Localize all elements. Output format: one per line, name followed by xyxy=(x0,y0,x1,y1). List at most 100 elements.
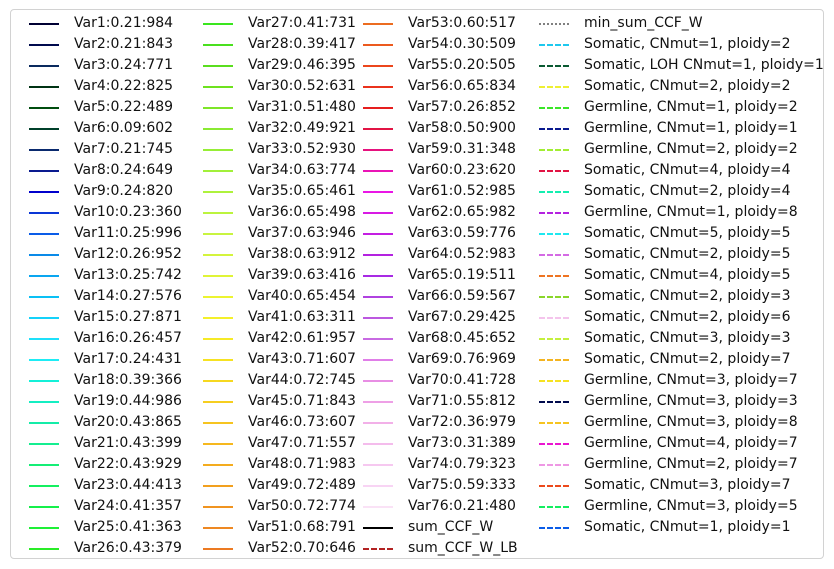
legend-label: Var40:0.65:454 xyxy=(248,288,356,304)
legend-label: sum_CCF_W xyxy=(408,519,494,535)
legend-label: Germline, CNmut=1, ploidy=8 xyxy=(584,204,798,220)
legend-label: Germline, CNmut=1, ploidy=1 xyxy=(584,120,798,136)
legend-swatch xyxy=(363,86,393,88)
legend-label: Var35:0.65:461 xyxy=(248,183,356,199)
legend-label: Var69:0.76:969 xyxy=(408,351,516,367)
legend-label: Somatic, CNmut=1, ploidy=1 xyxy=(584,519,791,535)
legend-swatch xyxy=(539,65,569,67)
legend-swatch xyxy=(363,233,393,235)
legend-swatch xyxy=(363,107,393,109)
legend-swatch xyxy=(29,23,59,25)
legend-swatch xyxy=(29,338,59,340)
legend-swatch xyxy=(203,170,233,172)
legend-label: Germline, CNmut=3, ploidy=8 xyxy=(584,414,798,430)
legend-swatch xyxy=(29,191,59,193)
legend-label: Var30:0.52:631 xyxy=(248,78,356,94)
legend-swatch xyxy=(29,380,59,382)
legend-label: Somatic, CNmut=4, ploidy=4 xyxy=(584,162,791,178)
legend-swatch xyxy=(203,422,233,424)
legend-label: Var3:0.24:771 xyxy=(74,57,174,73)
legend-label: Var65:0.19:511 xyxy=(408,267,516,283)
legend-swatch xyxy=(539,485,569,487)
legend-label: min_sum_CCF_W xyxy=(584,15,703,31)
legend-label: Var28:0.39:417 xyxy=(248,36,356,52)
legend-label: Var29:0.46:395 xyxy=(248,57,356,73)
legend-label: Var60:0.23:620 xyxy=(408,162,516,178)
legend-label: Var59:0.31:348 xyxy=(408,141,516,157)
legend-swatch xyxy=(29,86,59,88)
legend-swatch xyxy=(29,443,59,445)
legend-swatch xyxy=(203,23,233,25)
legend-swatch xyxy=(539,380,569,382)
legend-label: Var46:0.73:607 xyxy=(248,414,356,430)
legend-swatch xyxy=(539,191,569,193)
legend-label: Var6:0.09:602 xyxy=(74,120,174,136)
legend-label: Somatic, CNmut=1, ploidy=2 xyxy=(584,36,791,52)
legend-label: Var14:0.27:576 xyxy=(74,288,182,304)
legend-label: Germline, CNmut=3, ploidy=7 xyxy=(584,372,798,388)
legend-label: Somatic, CNmut=2, ploidy=3 xyxy=(584,288,791,304)
legend-label: Var23:0.44:413 xyxy=(74,477,182,493)
legend-swatch xyxy=(539,86,569,88)
legend-label: Germline, CNmut=3, ploidy=3 xyxy=(584,393,798,409)
legend-label: Var13:0.25:742 xyxy=(74,267,182,283)
legend-swatch xyxy=(539,506,569,508)
legend-swatch xyxy=(203,317,233,319)
legend-label: Somatic, CNmut=5, ploidy=5 xyxy=(584,225,791,241)
legend-swatch xyxy=(539,212,569,214)
legend-label: Var47:0.71:557 xyxy=(248,435,356,451)
legend-label: Var27:0.41:731 xyxy=(248,15,356,31)
legend-label: Var33:0.52:930 xyxy=(248,141,356,157)
legend-swatch xyxy=(29,464,59,466)
legend-swatch xyxy=(363,44,393,46)
legend-label: Somatic, CNmut=2, ploidy=5 xyxy=(584,246,791,262)
legend-swatch xyxy=(539,44,569,46)
legend-swatch xyxy=(203,86,233,88)
legend-swatch xyxy=(363,380,393,382)
legend-swatch xyxy=(203,275,233,277)
legend-label: Somatic, LOH CNmut=1, ploidy=1 xyxy=(584,57,824,73)
legend-label: Var8:0.24:649 xyxy=(74,162,174,178)
legend-label: Var45:0.71:843 xyxy=(248,393,356,409)
legend-label: Var31:0.51:480 xyxy=(248,99,356,115)
legend-label: Germline, CNmut=2, ploidy=2 xyxy=(584,141,798,157)
legend-label: Var39:0.63:416 xyxy=(248,267,356,283)
legend-swatch xyxy=(363,149,393,151)
legend-swatch xyxy=(203,128,233,130)
legend-label: Var71:0.55:812 xyxy=(408,393,516,409)
legend-label: Var62:0.65:982 xyxy=(408,204,516,220)
legend-swatch xyxy=(363,401,393,403)
legend-swatch xyxy=(203,296,233,298)
legend-label: Var21:0.43:399 xyxy=(74,435,182,451)
legend-label: Var54:0.30:509 xyxy=(408,36,516,52)
legend-label: Var36:0.65:498 xyxy=(248,204,356,220)
legend-label: Var58:0.50:900 xyxy=(408,120,516,136)
legend-swatch xyxy=(203,506,233,508)
legend-swatch xyxy=(29,254,59,256)
legend-label: Var25:0.41:363 xyxy=(74,519,182,535)
legend-label: Germline, CNmut=2, ploidy=7 xyxy=(584,456,798,472)
legend-label: Var41:0.63:311 xyxy=(248,309,356,325)
legend-swatch xyxy=(539,401,569,403)
legend-swatch xyxy=(203,107,233,109)
legend-label: Var55:0.20:505 xyxy=(408,57,516,73)
legend-label: Var48:0.71:983 xyxy=(248,456,356,472)
legend-label: Var32:0.49:921 xyxy=(248,120,356,136)
legend-label: Var50:0.72:774 xyxy=(248,498,356,514)
legend-swatch xyxy=(203,149,233,151)
legend-label: Var57:0.26:852 xyxy=(408,99,516,115)
legend-label: Var24:0.41:357 xyxy=(74,498,182,514)
legend-swatch xyxy=(203,254,233,256)
legend-label: Var74:0.79:323 xyxy=(408,456,516,472)
legend-label: Var38:0.63:912 xyxy=(248,246,356,262)
legend-label: Var43:0.71:607 xyxy=(248,351,356,367)
legend-label: Var61:0.52:985 xyxy=(408,183,516,199)
legend-label: Var26:0.43:379 xyxy=(74,540,182,556)
legend-swatch xyxy=(29,44,59,46)
legend-swatch xyxy=(203,464,233,466)
legend-swatch xyxy=(29,527,59,529)
legend-swatch xyxy=(363,170,393,172)
legend-swatch xyxy=(363,254,393,256)
legend-label: Var53:0.60:517 xyxy=(408,15,516,31)
legend-label: Var51:0.68:791 xyxy=(248,519,356,535)
